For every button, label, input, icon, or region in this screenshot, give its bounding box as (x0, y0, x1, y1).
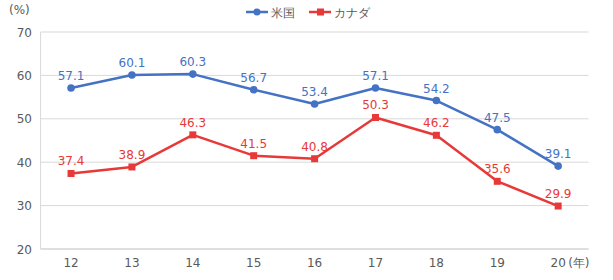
series-line (71, 74, 558, 166)
y-axis-label: (%) (9, 3, 30, 17)
data-label: 60.3 (179, 55, 206, 69)
data-label: 46.2 (423, 116, 450, 130)
grid-line (41, 32, 589, 33)
y-tick-label: 60 (17, 69, 32, 83)
data-label: 40.8 (301, 140, 328, 154)
x-tick-label: 18 (429, 256, 444, 270)
y-tick-label: 30 (17, 199, 32, 213)
data-label: 39.1 (545, 147, 572, 161)
y-axis-line (40, 32, 41, 249)
grid-line (41, 249, 589, 250)
marker (189, 70, 197, 78)
marker (555, 203, 562, 210)
data-label: 35.6 (484, 162, 511, 176)
marker (433, 97, 441, 105)
y-tick-label: 40 (17, 156, 32, 170)
marker (67, 84, 75, 92)
marker (372, 84, 380, 92)
y-tick-label: 50 (17, 112, 32, 126)
data-label: 57.1 (362, 69, 389, 83)
legend-label: カナダ (334, 6, 371, 20)
labels: 57.1 60.1 60.3 56.7 53.4 57.1 54.2 47.5 39.1 37.4… (58, 55, 572, 201)
data-label: 46.3 (179, 116, 206, 130)
data-label: 47.5 (484, 111, 511, 125)
y-tick-label: 20 (17, 243, 32, 257)
data-label: 38.9 (119, 148, 146, 162)
marker (250, 152, 257, 159)
chart: 203040506070(%)121314151617181920(年)57.1… (0, 0, 613, 280)
chart-svg: 203040506070(%)121314151617181920(年)57.1… (0, 0, 613, 280)
x-tick-label: 15 (246, 256, 261, 270)
data-label: 53.4 (301, 85, 328, 99)
marker (68, 170, 75, 177)
marker (372, 114, 379, 121)
x-tick-label: 17 (368, 256, 383, 270)
legend-label: 米国 (271, 6, 295, 20)
legend-marker (254, 9, 261, 16)
marker (311, 155, 318, 162)
data-label: 56.7 (240, 71, 267, 85)
marker (311, 100, 319, 108)
marker (493, 126, 501, 134)
x-tick-label: 14 (185, 256, 200, 270)
plot-area (67, 70, 562, 209)
marker (433, 132, 440, 139)
x-tick-label: 13 (124, 256, 139, 270)
marker (128, 163, 135, 170)
data-label: 29.9 (545, 187, 572, 201)
data-label: 54.2 (423, 82, 450, 96)
x-axis-label: (年) (568, 256, 589, 270)
data-label: 50.3 (362, 98, 389, 112)
x-tick-label: 19 (490, 256, 505, 270)
marker (250, 86, 258, 94)
y-tick-label: 70 (17, 26, 32, 40)
series-line (71, 117, 558, 206)
marker (128, 71, 136, 79)
legend: 米国 カナダ (246, 6, 371, 20)
data-label: 37.4 (58, 154, 85, 168)
data-label: 41.5 (240, 137, 267, 151)
x-tick-label: 16 (307, 256, 322, 270)
x-tick-label: 20 (551, 256, 566, 270)
marker (189, 131, 196, 138)
legend-marker (317, 9, 324, 16)
marker (494, 178, 501, 185)
data-label: 57.1 (58, 69, 85, 83)
grid-line (41, 205, 589, 206)
marker (554, 162, 562, 170)
data-label: 60.1 (119, 56, 146, 70)
x-tick-label: 12 (63, 256, 78, 270)
